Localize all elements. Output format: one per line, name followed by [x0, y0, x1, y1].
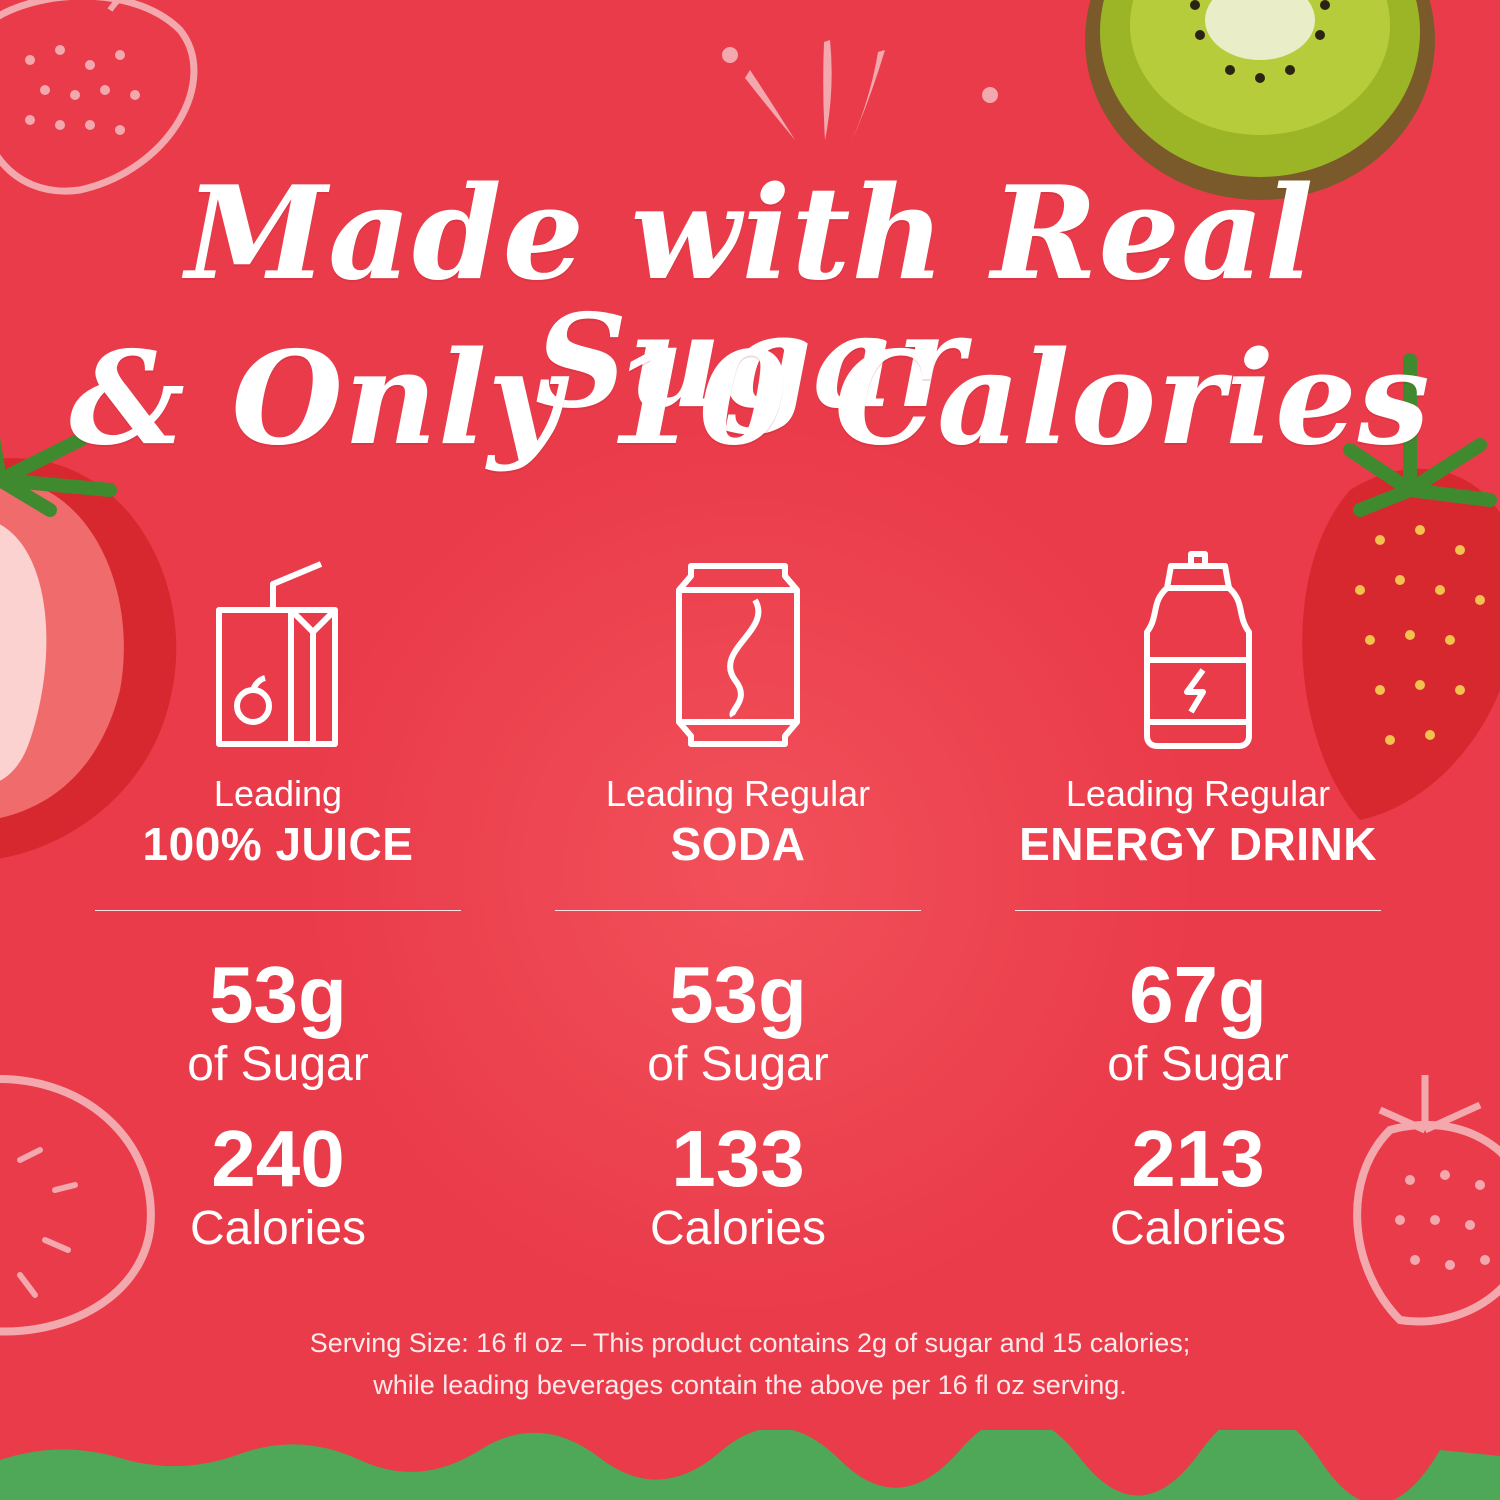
divider: [555, 910, 921, 911]
grass-strip: [0, 1430, 1500, 1500]
beverage-name: ENERGY DRINK: [1019, 818, 1377, 870]
footnote-line-1: Serving Size: 16 fl oz – This product co…: [309, 1328, 1191, 1358]
strawberry-half-image: [0, 433, 177, 859]
strawberry-outline-icon: [1353, 1075, 1500, 1326]
calories-value: 240: [211, 1114, 345, 1203]
comparison-column-soda: Leading Regular SODA 53g of Sugar 133 Ca…: [508, 560, 968, 1257]
divider: [95, 910, 461, 911]
sugar-unit: of Sugar: [647, 1038, 829, 1091]
comparison-column-energy-drink: Leading Regular ENERGY DRINK 67g of Suga…: [968, 551, 1428, 1257]
headline-line-1: Made with Real Sugar: [185, 159, 1315, 437]
calories-value: 133: [671, 1114, 805, 1203]
calories-unit: Calories: [189, 1202, 367, 1255]
sugar-value: 67g: [1129, 950, 1267, 1039]
strawberry-outline-icon: [0, 0, 198, 195]
beverage-qualifier: Leading Regular: [605, 773, 871, 814]
beverage-name: 100% JUICE: [142, 818, 414, 870]
sports-bottle-icon: [1144, 551, 1252, 749]
serving-footnote: Serving Size: 16 fl oz – This product co…: [0, 1322, 1500, 1406]
sugar-unit: of Sugar: [187, 1038, 369, 1091]
strawberry-whole-image: [1302, 353, 1500, 820]
calories-value: 213: [1131, 1114, 1265, 1203]
sugar-unit: of Sugar: [1107, 1038, 1289, 1091]
divider: [1015, 910, 1381, 911]
calories-unit: Calories: [1109, 1202, 1287, 1255]
juice-box-icon: [216, 561, 338, 747]
kiwi-slice-image: [1085, 0, 1435, 200]
beverage-qualifier: Leading Regular: [1065, 773, 1331, 814]
sugar-value: 53g: [209, 950, 347, 1039]
soda-can-icon: [676, 563, 800, 747]
beverage-qualifier: Leading: [213, 773, 343, 814]
footnote-line-2: while leading beverages contain the abov…: [373, 1370, 1127, 1400]
splash-icon: [722, 40, 998, 145]
beverage-name: SODA: [670, 818, 806, 870]
sugar-value: 53g: [669, 950, 807, 1039]
background-glow: [300, 420, 1200, 1320]
comparison-column-juice: Leading 100% JUICE 53g of Sugar 240 Calo…: [48, 560, 508, 1257]
strawberry-outline-icon: [0, 1075, 155, 1336]
calories-unit: Calories: [649, 1202, 827, 1255]
headline-line-2: & Only 10 Calories: [69, 324, 1431, 474]
